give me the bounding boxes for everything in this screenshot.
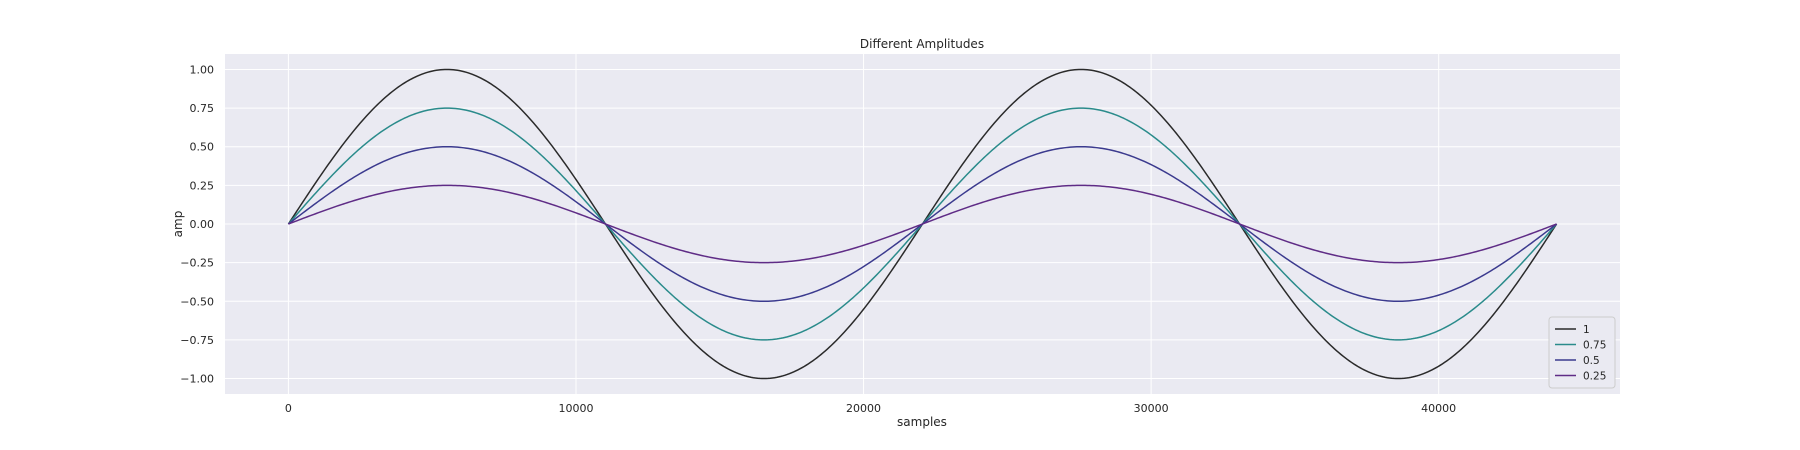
chart-title: Different Amplitudes bbox=[860, 37, 984, 51]
x-axis-label: samples bbox=[897, 415, 947, 429]
y-tick-label: 0.00 bbox=[190, 218, 215, 231]
series-lines bbox=[287, 68, 1558, 380]
x-ticks: 0 10000 20000 30000 40000 bbox=[285, 402, 1456, 415]
y-ticks: −1.00 −0.75 −0.50 −0.25 0.00 0.25 0.50 0.75 1.00 bbox=[180, 63, 214, 385]
x-tick-label: 0 bbox=[285, 402, 292, 415]
x-tick-label: 30000 bbox=[1134, 402, 1169, 415]
legend-label: 0.5 bbox=[1583, 355, 1600, 367]
y-tick-label: −0.75 bbox=[180, 334, 214, 347]
y-tick-label: 1.00 bbox=[190, 63, 215, 76]
legend-label: 0.25 bbox=[1583, 371, 1606, 383]
x-tick-label: 20000 bbox=[846, 402, 881, 415]
y-tick-label: 0.25 bbox=[190, 179, 215, 192]
y-tick-label: −0.50 bbox=[180, 295, 214, 308]
y-tick-label: −1.00 bbox=[180, 373, 214, 386]
legend-label: 0.75 bbox=[1583, 340, 1606, 352]
y-axis-label: amp bbox=[171, 211, 185, 238]
legend-label: 1 bbox=[1583, 324, 1590, 336]
series-line-0-25 bbox=[288, 184, 1557, 264]
legend-box bbox=[1548, 316, 1616, 389]
y-tick-label: −0.25 bbox=[180, 257, 214, 270]
y-tick-label: 0.75 bbox=[190, 102, 215, 115]
x-tick-label: 40000 bbox=[1421, 402, 1456, 415]
y-tick-label: 0.50 bbox=[190, 141, 215, 154]
x-tick-label: 10000 bbox=[558, 402, 593, 415]
legend: 1 0.75 0.5 0.25 bbox=[1548, 316, 1616, 389]
